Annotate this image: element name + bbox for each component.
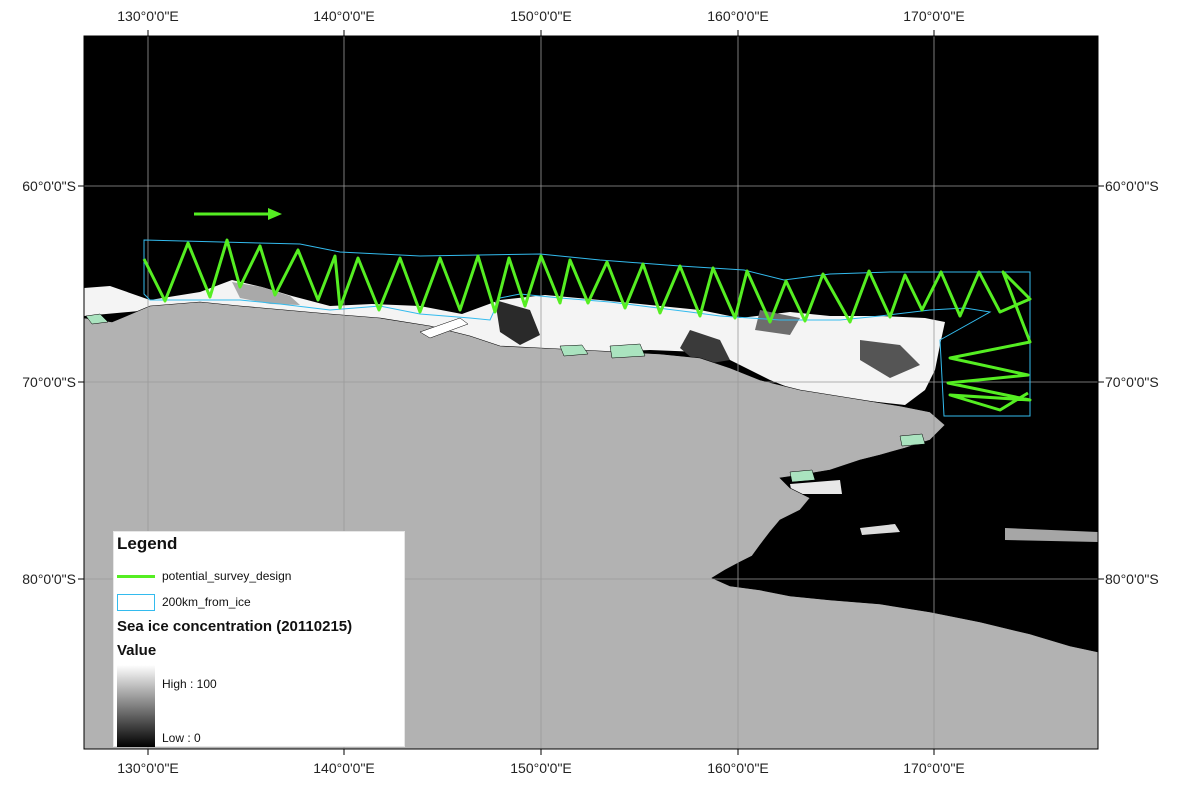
lon-label-150e-bottom: 150°0'0"E: [510, 760, 572, 776]
ice-shelf: [559, 344, 589, 357]
tick-marks: [78, 30, 1104, 755]
lat-label-60s-left: 60°0'0"S: [22, 178, 76, 194]
sea-ice-patch: [680, 330, 730, 365]
sea-ice-band: [790, 480, 842, 494]
right-arrow-icon: [194, 208, 282, 220]
low-value-label: Low : 0: [162, 731, 201, 745]
map-border: [83, 35, 1099, 750]
buffer-swatch: [117, 594, 155, 611]
lon-label-150e-top: 150°0'0"E: [510, 8, 572, 24]
sea-ice-color-ramp: [117, 665, 155, 747]
lat-label-60s-right: 60°0'0"S: [1105, 178, 1159, 194]
survey-legend-label: potential_survey_design: [162, 569, 292, 583]
sea-ice-band: [860, 524, 900, 535]
ice-shelf: [85, 313, 109, 325]
lat-label-80s-right: 80°0'0"S: [1105, 571, 1159, 587]
value-label: Value: [117, 642, 157, 659]
legend: Legend potential_survey_design 200km_fro…: [113, 531, 405, 747]
raster-legend-title: Sea ice concentration (20110215): [117, 618, 353, 635]
lon-label-130e-bottom: 130°0'0"E: [117, 760, 179, 776]
lon-label-130e-top: 130°0'0"E: [117, 8, 179, 24]
ice-shelf: [609, 343, 646, 359]
lon-label-170e-top: 170°0'0"E: [903, 8, 965, 24]
survey-design-line: [142, 238, 1032, 412]
legend-title: Legend: [117, 534, 178, 553]
lon-label-160e-top: 160°0'0"E: [707, 8, 769, 24]
buffer-legend-label: 200km_from_ice: [162, 595, 251, 609]
lat-label-70s-left: 70°0'0"S: [22, 374, 76, 390]
lat-label-70s-right: 70°0'0"S: [1105, 374, 1159, 390]
ice-shelf: [789, 469, 816, 483]
lat-label-80s-left: 80°0'0"S: [22, 571, 76, 587]
lon-label-140e-top: 140°0'0"E: [313, 8, 375, 24]
lon-label-140e-bottom: 140°0'0"E: [313, 760, 375, 776]
sea-ice-patch: [232, 282, 300, 305]
sea-ice-band: [1005, 528, 1098, 542]
high-value-label: High : 100: [162, 677, 217, 691]
sea-ice-patch: [495, 300, 540, 345]
sea-ice-patch: [860, 340, 920, 378]
lon-label-170e-bottom: 170°0'0"E: [903, 760, 965, 776]
glacier-tongue: [419, 317, 469, 339]
lon-label-160e-bottom: 160°0'0"E: [707, 760, 769, 776]
survey-line-swatch: [117, 575, 155, 578]
ice-shelf: [899, 433, 926, 447]
